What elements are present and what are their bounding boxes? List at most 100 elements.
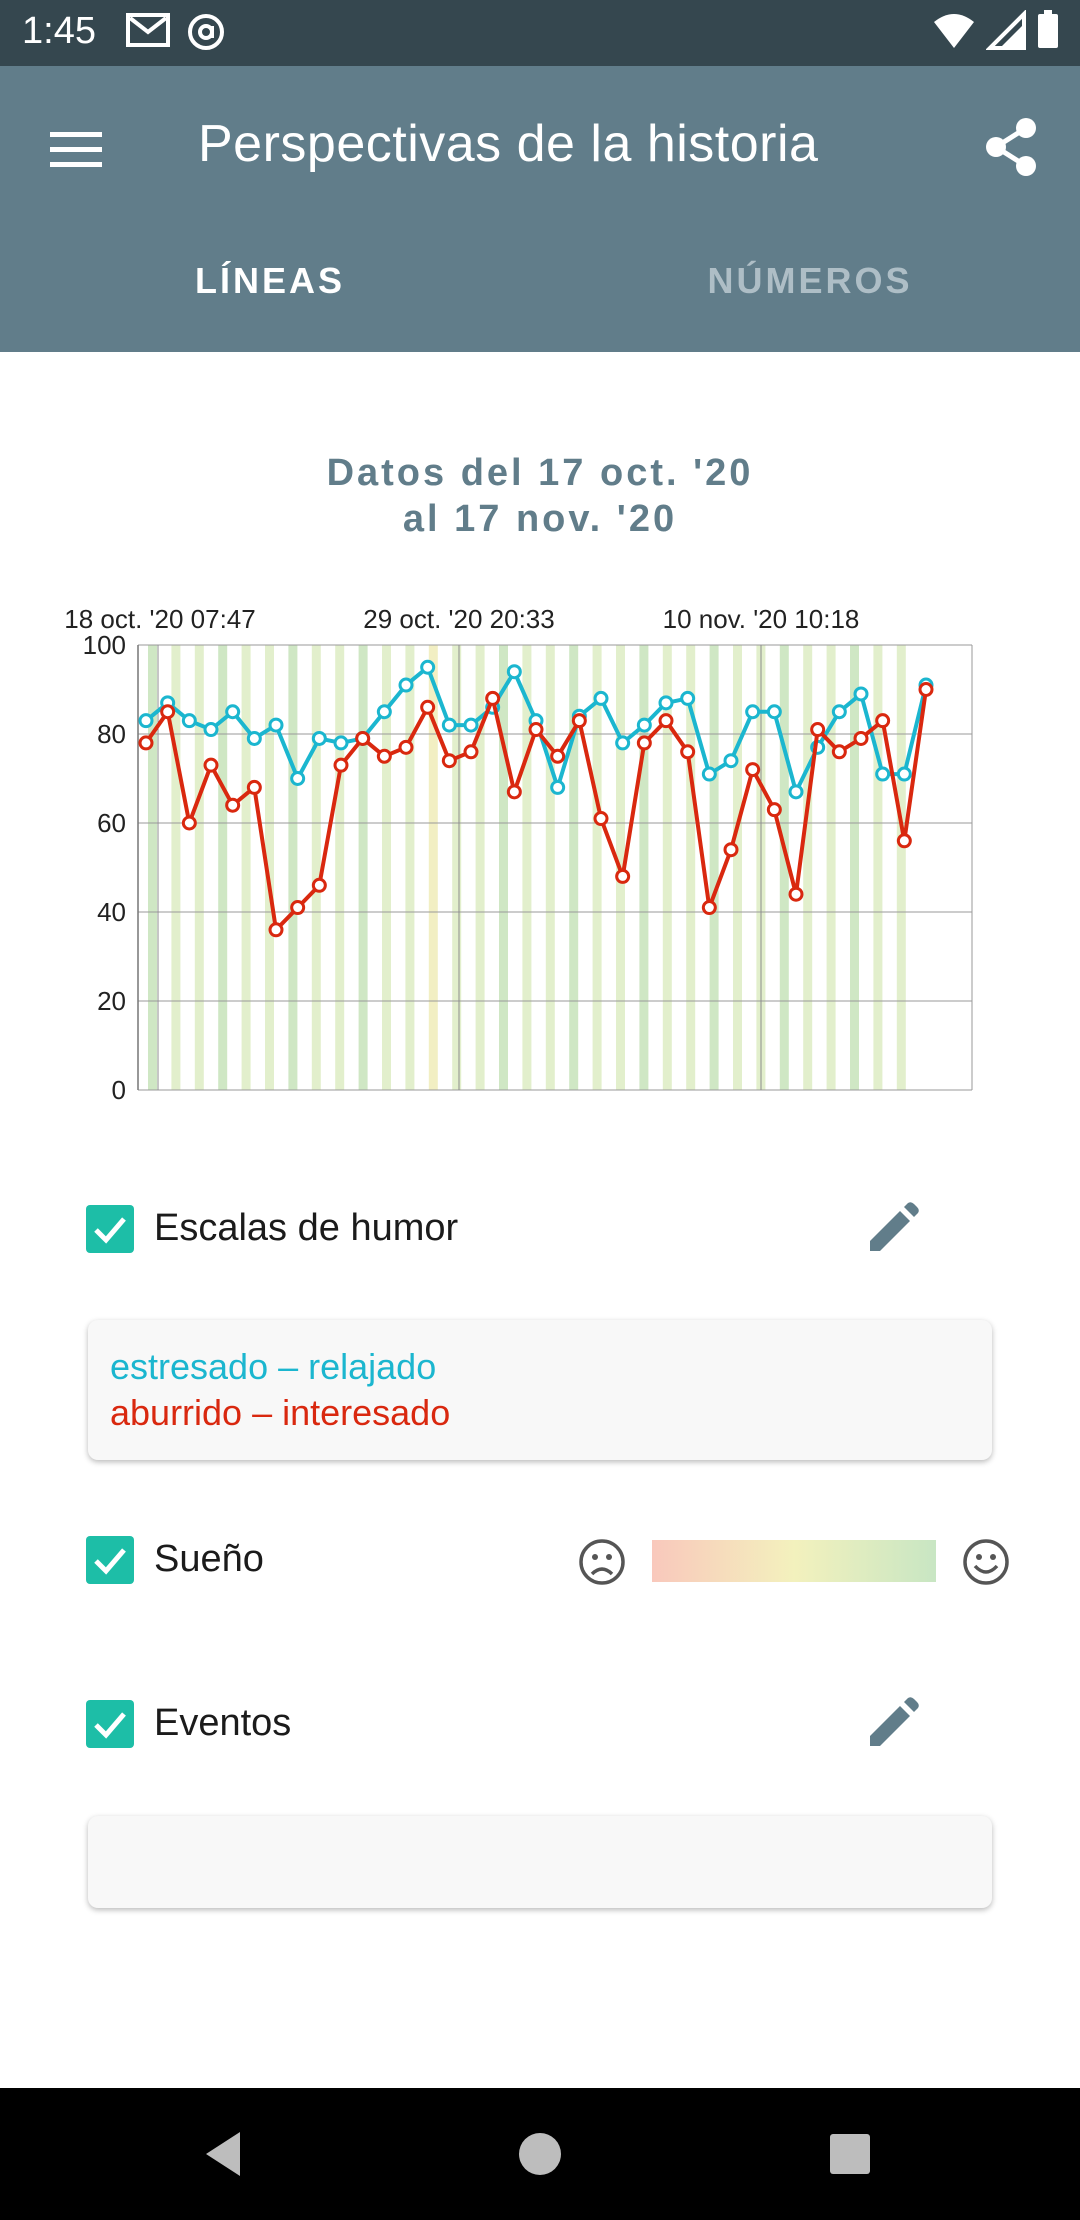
data-point [636, 735, 652, 751]
data-point [463, 717, 479, 733]
data-point [506, 784, 522, 800]
data-point [658, 695, 674, 711]
system-icons [932, 10, 1060, 50]
tab-lines[interactable]: LÍNEAS [194, 260, 345, 301]
data-point [593, 690, 609, 706]
sleep-stripe [194, 645, 204, 1090]
data-point [333, 735, 349, 751]
date-range: Datos del 17 oct. '20 al 17 nov. '20 [0, 450, 1080, 542]
y-tick-label: 0 [112, 1075, 126, 1105]
signal-icon [986, 10, 1026, 50]
data-point [723, 753, 739, 769]
events-checkbox[interactable] [86, 1700, 134, 1748]
data-point [766, 802, 782, 818]
data-point [701, 900, 717, 916]
date-range-end: al 17 nov. '20 [402, 498, 678, 540]
events-label: Eventos [154, 1702, 292, 1744]
data-point [441, 753, 457, 769]
mood-scale-bored-interested: aburrido – interesado [110, 1392, 451, 1433]
data-point [246, 730, 262, 746]
data-point [181, 713, 197, 729]
data-point [636, 717, 652, 733]
navigation-bar [0, 2088, 1080, 2220]
sleep-stripe [265, 645, 274, 1090]
home-icon[interactable] [510, 2124, 570, 2184]
data-point [896, 833, 912, 849]
y-tick-label: 40 [97, 897, 126, 927]
sleep-stripe [569, 645, 579, 1090]
sleep-stripe [686, 645, 696, 1090]
data-point [485, 690, 501, 706]
date-marker-label: 18 oct. '20 07:47 [64, 604, 255, 634]
sleep-label: Sueño [154, 1538, 264, 1580]
notification-icons [126, 12, 226, 52]
data-point [225, 704, 241, 720]
data-point [246, 779, 262, 795]
data-point [680, 744, 696, 760]
data-point [615, 868, 631, 884]
sleep-stripe [288, 645, 298, 1090]
data-point [615, 735, 631, 751]
sleep-stripe [803, 645, 813, 1090]
data-point [138, 735, 154, 751]
data-point [810, 722, 826, 738]
y-tick-label: 100 [83, 630, 126, 660]
mood-scales-checkbox[interactable] [86, 1205, 134, 1253]
menu-icon[interactable] [48, 122, 104, 178]
wifi-icon [934, 14, 974, 48]
mood-scales-card: estresado – relajado aburrido – interesa… [88, 1320, 992, 1460]
data-point [376, 704, 392, 720]
sleep-stripe [335, 645, 345, 1090]
sad-face-icon [579, 1539, 625, 1585]
date-marker-label: 29 oct. '20 20:33 [363, 604, 554, 634]
data-point [203, 757, 219, 773]
data-point [766, 704, 782, 720]
sleep-stripe [405, 645, 415, 1090]
data-point [550, 779, 566, 795]
sleep-stripe [311, 645, 321, 1090]
sleep-stripe [709, 645, 719, 1090]
data-point [593, 811, 609, 827]
data-point [853, 686, 869, 702]
data-point [875, 766, 891, 782]
date-marker-label: 10 nov. '20 10:18 [663, 604, 860, 634]
status-time: 1:45 [22, 10, 96, 52]
sleep-stripe [522, 645, 532, 1090]
data-point [658, 713, 674, 729]
checkmark-icon [94, 1217, 126, 1244]
tab-numbers[interactable]: NÚMEROS [707, 260, 913, 301]
edit-events-icon[interactable] [862, 1694, 922, 1754]
data-point [723, 842, 739, 858]
y-tick-label: 80 [97, 719, 126, 749]
sleep-stripe [452, 645, 462, 1090]
sleep-stripe [779, 645, 789, 1090]
data-point [745, 704, 761, 720]
battery-icon [1038, 10, 1058, 48]
back-icon[interactable] [196, 2124, 256, 2184]
sleep-stripe [850, 645, 859, 1090]
data-point [918, 682, 934, 697]
sleep-stripe [896, 645, 906, 1090]
sleep-stripe [733, 645, 742, 1090]
checkmark-icon [94, 1548, 126, 1575]
data-point [831, 704, 847, 720]
app-bar: Perspectivas de la historia LÍNEAS NÚMER… [0, 66, 1080, 352]
edit-mood-icon[interactable] [862, 1199, 922, 1259]
share-icon[interactable] [980, 116, 1042, 178]
sleep-stripe [592, 645, 602, 1090]
sleep-checkbox[interactable] [86, 1536, 134, 1584]
status-bar: 1:45 [0, 0, 1080, 66]
sleep-stripe [358, 645, 368, 1090]
data-point [138, 713, 154, 729]
data-point [225, 797, 241, 813]
mood-scales-label: Escalas de humor [154, 1207, 459, 1249]
sleep-stripe [148, 645, 157, 1090]
data-point [506, 664, 522, 680]
data-point [203, 722, 219, 738]
data-point [441, 717, 457, 733]
mood-scales-row: Escalas de humor [0, 1195, 1080, 1275]
data-point [875, 713, 891, 729]
y-tick-label: 60 [97, 808, 126, 838]
sleep-stripe [545, 645, 555, 1090]
recents-icon[interactable] [820, 2124, 880, 2184]
